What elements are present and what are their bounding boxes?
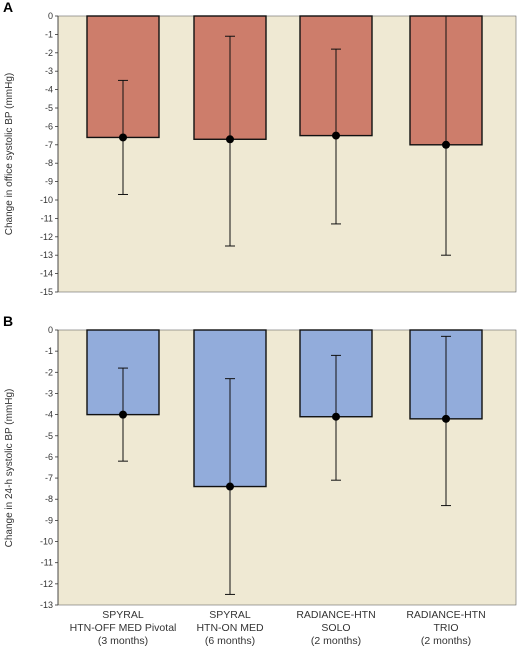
y-tick-label-a-3: -3 xyxy=(45,66,53,76)
y-tick-label-a-9: -9 xyxy=(45,177,53,187)
y-tick-label-a-2: -2 xyxy=(45,48,53,58)
category-label-3-line-2: (2 months) xyxy=(421,635,471,647)
y-tick-label-b-0: 0 xyxy=(48,325,53,335)
y-tick-label-a-14: -14 xyxy=(40,269,53,279)
mean-point-b-3 xyxy=(442,414,450,423)
category-label-2-line-2: (2 months) xyxy=(311,635,361,647)
category-label-0-line-0: SPYRAL xyxy=(102,609,144,621)
mean-point-b-0 xyxy=(119,410,127,419)
y-tick-label-a-5: -5 xyxy=(45,103,53,113)
y-tick-label-a-0: 0 xyxy=(48,11,53,21)
y-tick-label-b-4: -4 xyxy=(45,410,53,420)
mean-point-a-2 xyxy=(332,131,340,140)
y-axis-label-a: Change in office systolic BP (mmHg) xyxy=(4,73,15,235)
y-tick-label-a-6: -6 xyxy=(45,121,53,131)
category-label-1-line-0: SPYRAL xyxy=(209,609,251,621)
y-tick-label-b-2: -2 xyxy=(45,367,53,377)
y-tick-label-a-10: -10 xyxy=(40,195,53,205)
y-tick-label-a-7: -7 xyxy=(45,140,53,150)
category-label-0-line-2: (3 months) xyxy=(98,635,148,647)
mean-point-a-3 xyxy=(442,140,450,149)
category-label-1-line-2: (6 months) xyxy=(205,635,255,647)
y-tick-label-b-9: -9 xyxy=(45,515,53,525)
mean-point-a-0 xyxy=(119,133,127,142)
y-tick-label-b-10: -10 xyxy=(40,537,53,547)
category-label-1-line-1: HTN-ON MED xyxy=(196,622,263,634)
y-tick-label-a-11: -11 xyxy=(41,213,53,223)
category-label-3-line-1: TRIO xyxy=(433,622,458,634)
y-tick-label-b-13: -13 xyxy=(40,600,53,610)
y-tick-label-b-7: -7 xyxy=(45,473,53,483)
category-label-3-line-0: RADIANCE-HTN xyxy=(406,609,485,621)
panel-label-a: A xyxy=(3,0,13,15)
panel-b: 0 -1 -2 -3 -4 -5 -6 -7 -8 -9 -10 -11 -12 -13 B Change i… xyxy=(3,313,517,610)
y-tick-label-a-8: -8 xyxy=(45,158,53,168)
category-label-2-line-0: RADIANCE-HTN xyxy=(296,609,375,621)
y-tick-label-b-8: -8 xyxy=(45,494,53,504)
y-tick-label-a-15: -15 xyxy=(40,287,53,297)
panel-label-b: B xyxy=(3,313,13,329)
mean-point-a-1 xyxy=(226,135,234,144)
y-tick-label-b-1: -1 xyxy=(45,346,53,356)
y-tick-label-a-13: -13 xyxy=(40,250,53,260)
panel-a: 0 -1 -2 -3 -4 -5 -6 -7 -8 -9 -10 -11 -12 -13 -14 -15 A Ch… xyxy=(3,0,517,297)
y-tick-label-b-3: -3 xyxy=(45,388,53,398)
y-axis-label-b: Change in 24-h systolic BP (mmHg) xyxy=(4,389,15,548)
y-tick-label-b-12: -12 xyxy=(40,579,53,589)
y-tick-label-a-12: -12 xyxy=(40,232,53,242)
y-tick-label-b-11: -11 xyxy=(41,558,53,568)
y-tick-label-a-4: -4 xyxy=(45,85,53,95)
y-tick-label-b-6: -6 xyxy=(45,452,53,462)
y-tick-label-a-1: -1 xyxy=(45,29,53,39)
mean-point-b-2 xyxy=(332,412,340,421)
category-label-2-line-1: SOLO xyxy=(321,622,350,634)
y-tick-label-b-5: -5 xyxy=(45,431,53,441)
mean-point-b-1 xyxy=(226,482,234,491)
category-label-0-line-1: HTN-OFF MED Pivotal xyxy=(70,622,177,634)
